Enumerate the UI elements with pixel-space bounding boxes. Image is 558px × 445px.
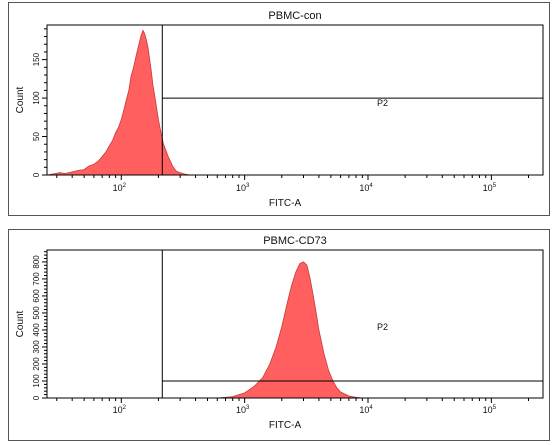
y-tick-label: 100 bbox=[32, 91, 41, 105]
y-axis-label: Count bbox=[15, 86, 26, 113]
gate-label: P2 bbox=[377, 322, 388, 332]
x-tick-label: 105 bbox=[483, 405, 497, 415]
y-tick-label: 0 bbox=[32, 172, 41, 177]
y-tick-label: 50 bbox=[32, 132, 41, 141]
x-tick-label: 102 bbox=[113, 183, 127, 193]
x-tick-label: 104 bbox=[359, 183, 373, 193]
histogram-chart-pbmc-cd73: PBMC-CD73 P2 102 103 104 105 0 100 200 300 400 500 6… bbox=[15, 235, 544, 431]
histogram-area bbox=[217, 261, 363, 399]
y-tick-label: 800 bbox=[32, 255, 41, 269]
y-tick-label: 0 bbox=[32, 395, 41, 400]
y-tick-label: 700 bbox=[32, 272, 41, 286]
y-tick-label: 100 bbox=[32, 374, 41, 388]
plot-frame bbox=[46, 249, 544, 399]
chart-title: PBMC-con bbox=[268, 10, 321, 22]
y-tick-label: 150 bbox=[32, 52, 41, 66]
y-tick-label: 200 bbox=[32, 357, 41, 371]
chart-title: PBMC-CD73 bbox=[263, 235, 327, 247]
x-tick-label: 103 bbox=[236, 405, 250, 415]
x-axis-label: FITC-A bbox=[269, 420, 302, 431]
x-tick-label: 102 bbox=[113, 405, 127, 415]
y-axis-label: Count bbox=[15, 310, 26, 337]
histogram-chart-pbmc-con: PBMC-con P2 102 103 104 105 0 50 100 150 FITC-A Cou… bbox=[15, 10, 544, 209]
plot-frame bbox=[46, 24, 544, 176]
y-tick-label: 300 bbox=[32, 340, 41, 354]
y-tick-label: 600 bbox=[32, 289, 41, 303]
gate-label: P2 bbox=[377, 98, 388, 108]
x-tick-label: 103 bbox=[236, 183, 250, 193]
x-axis-label: FITC-A bbox=[269, 198, 302, 209]
histogram-panel-pbmc-con: PBMC-con P2 102 103 104 105 0 50 100 150 FITC-A Cou… bbox=[8, 2, 550, 216]
x-tick-label: 105 bbox=[483, 183, 497, 193]
y-tick-label: 500 bbox=[32, 306, 41, 320]
histogram-area bbox=[46, 29, 190, 176]
x-tick-label: 104 bbox=[359, 405, 373, 415]
y-tick-label: 400 bbox=[32, 323, 41, 337]
histogram-panel-pbmc-cd73: PBMC-CD73 P2 102 103 104 105 0 100 200 300 400 500 6… bbox=[8, 229, 550, 441]
